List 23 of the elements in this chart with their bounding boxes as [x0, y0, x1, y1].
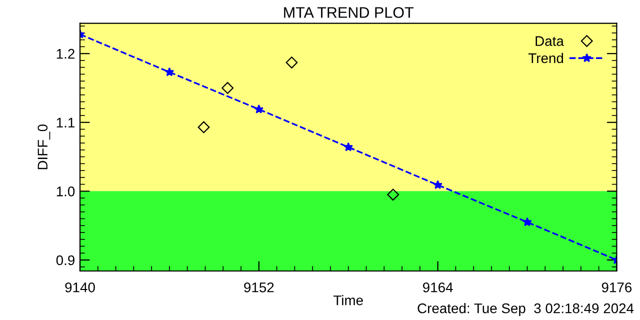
y-tick-label: 1.0 [56, 186, 75, 196]
legend-label: Trend [528, 52, 564, 64]
x-tick-label: 9176 [602, 282, 632, 292]
point [198, 121, 210, 134]
text: Created: Tue Sep 3 02:18:49 2024 [418, 303, 634, 316]
y-axis-title: DIFF_0 [38, 124, 50, 170]
x-tick-label: 9164 [423, 282, 453, 292]
legend-label: Data [536, 36, 564, 46]
y-tick-label: 1.2 [56, 48, 74, 59]
point [433, 180, 442, 190]
point [286, 56, 298, 68]
point [522, 217, 532, 226]
y-tick-label: 1.1 [56, 118, 74, 128]
point [164, 67, 174, 76]
point [344, 142, 354, 152]
point [222, 82, 234, 94]
x-axis-title: Time [333, 295, 363, 306]
x-tick-label: 9152 [244, 282, 274, 292]
point [254, 104, 264, 114]
point [387, 188, 400, 201]
x-tick-label: 9140 [65, 282, 95, 292]
y-tick-label: 0.9 [56, 255, 74, 266]
chart-title: MTA TREND PLOT [284, 7, 414, 18]
